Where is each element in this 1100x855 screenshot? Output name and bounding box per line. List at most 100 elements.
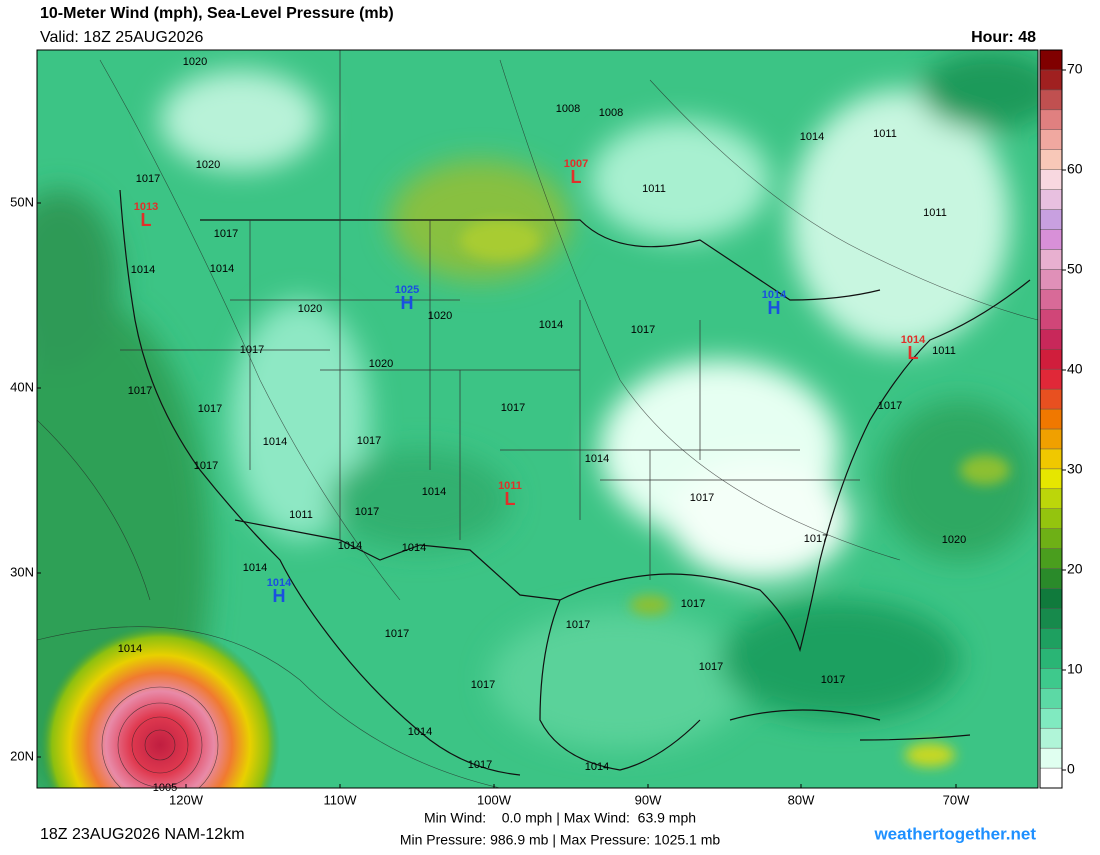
site-credit: weathertogether.net: [873, 824, 1036, 843]
colorbar-swatch: [1039, 468, 1063, 490]
valid-time: Valid: 18Z 25AUG2026: [40, 29, 203, 46]
colorbar-swatch: [1039, 488, 1063, 509]
isobar-label: 1017: [471, 679, 495, 691]
isobar-label: 1017: [468, 759, 492, 771]
colorbar-swatch: [1039, 747, 1063, 769]
isobar-label: 1014: [539, 319, 563, 331]
colorbar-swatch: [1039, 428, 1063, 450]
isobar-label: 1017: [385, 628, 409, 640]
isobar-label: 1020: [298, 303, 322, 315]
isobar-label: 1008: [556, 103, 580, 115]
colorbar-swatch: [1039, 149, 1063, 170]
lat-label: 30N: [10, 564, 34, 579]
colorbar-swatch: [1039, 189, 1063, 210]
isobar-label: 1014: [422, 486, 446, 498]
isobar-label: 1017: [355, 506, 379, 518]
pressure-stats: Min Pressure: 986.9 mb | Max Pressure: 1…: [400, 832, 721, 848]
colorbar-swatch: [1039, 767, 1063, 789]
isobar-label: 1017: [566, 619, 590, 631]
colorbar-swatch: [1039, 688, 1063, 709]
lon-label: 110W: [324, 792, 358, 807]
colorbar-swatch: [1039, 269, 1063, 290]
center-letter: H: [273, 586, 286, 606]
center-value: 1014: [901, 334, 926, 346]
colorbar-tick-label: 10: [1067, 661, 1083, 677]
colorbar-swatch: [1039, 289, 1063, 310]
isobar-label: 1014: [210, 263, 234, 275]
isobar-label: 1014: [338, 540, 362, 552]
colorbar-tick-label: 20: [1067, 561, 1083, 577]
colorbar-swatch: [1039, 129, 1063, 150]
colorbar-tick-label: 30: [1067, 461, 1083, 477]
lat-label: 50N: [10, 194, 34, 209]
map-frame: [36, 49, 1039, 789]
colorbar-swatch: [1039, 89, 1063, 111]
isobar-label: 1020: [942, 534, 966, 546]
center-value: 1013: [134, 201, 158, 213]
colorbar-tick-label: 70: [1067, 61, 1083, 77]
forecast-hour: Hour: 48: [971, 29, 1036, 46]
isobar-label: 1014: [263, 436, 287, 448]
lat-label: 40N: [10, 379, 34, 394]
center-letter: L: [505, 489, 516, 509]
colorbar-swatch: [1039, 528, 1063, 549]
isobar-label: 1017: [878, 400, 902, 412]
map-field: [37, 50, 1038, 788]
lon-label: 80W: [788, 792, 815, 807]
colorbar-swatch: [1039, 329, 1063, 350]
isobar-label: 1020: [196, 159, 220, 171]
isobar-label: 1014: [408, 726, 432, 738]
center-value: 1011: [498, 480, 522, 492]
isobar-label: 1017: [240, 344, 264, 356]
isobar-label: 1014: [585, 761, 609, 773]
center-value: 1007: [564, 158, 588, 170]
lat-label: 20N: [10, 748, 34, 763]
colorbar-swatch: [1039, 388, 1063, 410]
isobar-label: 1017: [631, 324, 655, 336]
isobar-label: 1020: [428, 310, 452, 322]
isobar-label: 1011: [932, 345, 956, 357]
colorbar-swatch: [1039, 109, 1063, 130]
isobar-label: 1020: [369, 358, 393, 370]
colorbar-swatch: [1039, 668, 1063, 689]
isobar-label: 1011: [289, 509, 313, 521]
colorbar-swatch: [1039, 628, 1063, 649]
center-value: 1014: [267, 577, 292, 589]
center-value: 1025: [395, 284, 419, 296]
center-letter: L: [571, 167, 582, 187]
model-run: 18Z 23AUG2026 NAM-12km: [40, 826, 245, 843]
colorbar-swatch: [1039, 588, 1063, 609]
colorbar-swatch: [1039, 727, 1063, 749]
colorbar-swatch: [1039, 348, 1063, 370]
lon-label: 70W: [943, 792, 970, 807]
center-letter: H: [768, 298, 781, 318]
lon-label: 90W: [635, 792, 662, 807]
isobar-label: 1017: [357, 435, 381, 447]
colorbar-swatch: [1039, 209, 1063, 230]
isobar-label: 1017: [690, 492, 714, 504]
center-letter: H: [401, 293, 414, 313]
colorbar-swatch: [1039, 708, 1063, 729]
map-title: 10-Meter Wind (mph), Sea-Level Pressure …: [40, 5, 394, 22]
colorbar-swatch: [1039, 49, 1063, 71]
isobar-label: 1017: [699, 661, 723, 673]
colorbar-tick-label: 60: [1067, 161, 1083, 177]
isobar-label: 1011: [873, 128, 897, 140]
colorbar-tick-label: 40: [1067, 361, 1083, 377]
isobar-label: 1017: [194, 460, 218, 472]
colorbar-swatch: [1039, 229, 1063, 250]
isobar-label: 1017: [214, 228, 238, 240]
center-letter: L: [908, 343, 919, 363]
colorbar-swatch: [1039, 648, 1063, 669]
isobar-label: 1014: [402, 542, 426, 554]
colorbar-swatch: [1039, 568, 1063, 589]
colorbar-swatch: [1039, 368, 1063, 390]
colorbar-swatch: [1039, 408, 1063, 430]
center-letter: L: [141, 210, 152, 230]
center-value: 1014: [762, 289, 787, 301]
isobar-label: 1020: [183, 56, 207, 68]
isobar-label: 1017: [681, 598, 705, 610]
isobar-label: 1014: [585, 453, 609, 465]
